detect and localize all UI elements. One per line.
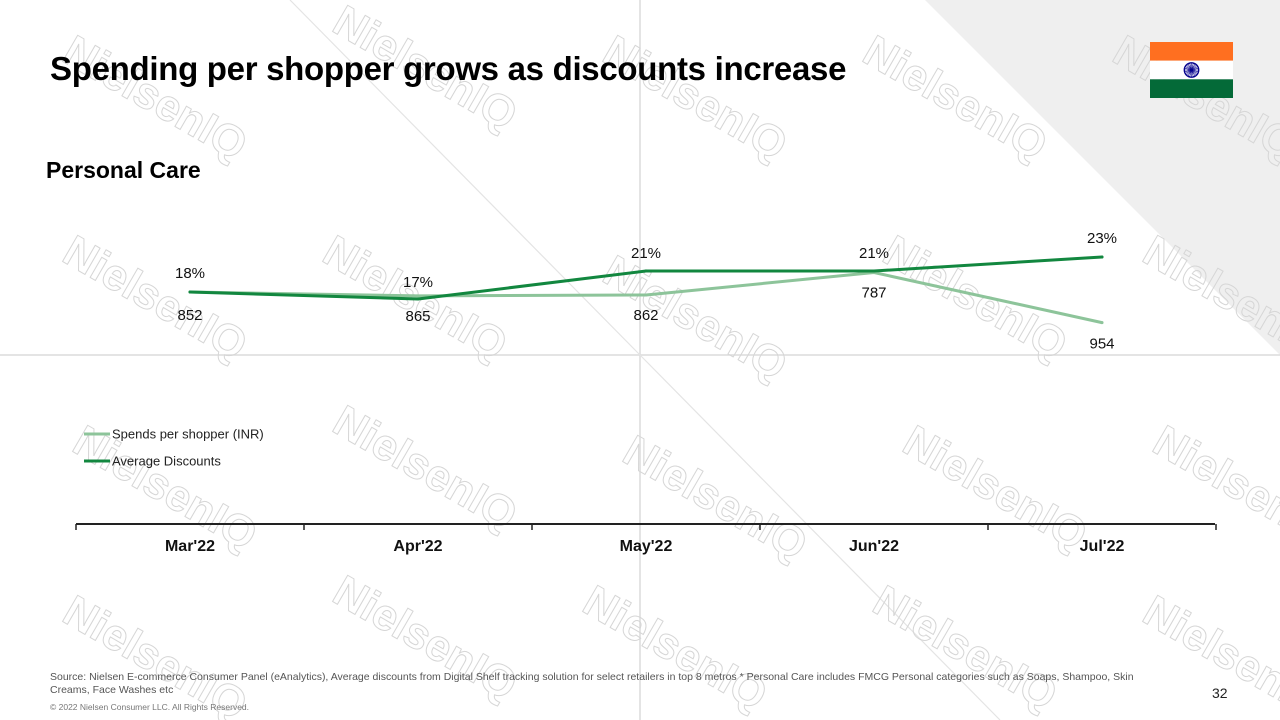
chart-subtitle: Personal Care <box>46 157 201 183</box>
page-title: Spending per shopper grows as discounts … <box>50 50 847 87</box>
x-tick-label: Jun'22 <box>849 538 899 555</box>
data-point <box>644 269 648 273</box>
data-label: 21% <box>859 245 889 262</box>
x-tick-label: Mar'22 <box>165 538 215 555</box>
legend-label: Spends per shopper (INR) <box>112 427 264 442</box>
data-point <box>872 269 876 273</box>
data-point <box>1100 255 1104 259</box>
data-label: 862 <box>633 307 658 324</box>
data-point <box>416 297 420 301</box>
copyright-note: © 2022 Nielsen Consumer LLC. All Rights … <box>50 702 250 712</box>
data-label: 852 <box>177 307 202 324</box>
data-label: 21% <box>631 245 661 262</box>
data-point <box>188 290 192 294</box>
india-flag-icon <box>1150 42 1233 98</box>
data-label: 787 <box>861 285 886 302</box>
data-point <box>416 294 420 298</box>
data-label: 23% <box>1087 230 1117 247</box>
data-label: 865 <box>405 308 430 325</box>
x-tick-label: Apr'22 <box>393 538 442 555</box>
data-labels: 852 865 862 787 954 18% 17% 21% 21% 23% <box>175 230 1117 353</box>
source-note: Source: Nielsen E-commerce Consumer Pane… <box>50 671 1134 696</box>
data-point <box>644 293 648 297</box>
data-label: 17% <box>403 274 433 291</box>
data-label: 18% <box>175 265 205 282</box>
x-axis: Mar'22 Apr'22 May'22 Jun'22 Jul'22 <box>75 523 1217 555</box>
data-label: 954 <box>1089 336 1114 353</box>
data-point <box>1100 321 1104 325</box>
x-tick-label: May'22 <box>620 538 673 555</box>
page-number: 32 <box>1212 685 1228 701</box>
series-lines <box>188 255 1104 325</box>
legend-label: Average Discounts <box>112 454 221 469</box>
x-tick-label: Jul'22 <box>1080 538 1125 555</box>
legend: Spends per shopper (INR) Average Discount… <box>84 427 264 469</box>
